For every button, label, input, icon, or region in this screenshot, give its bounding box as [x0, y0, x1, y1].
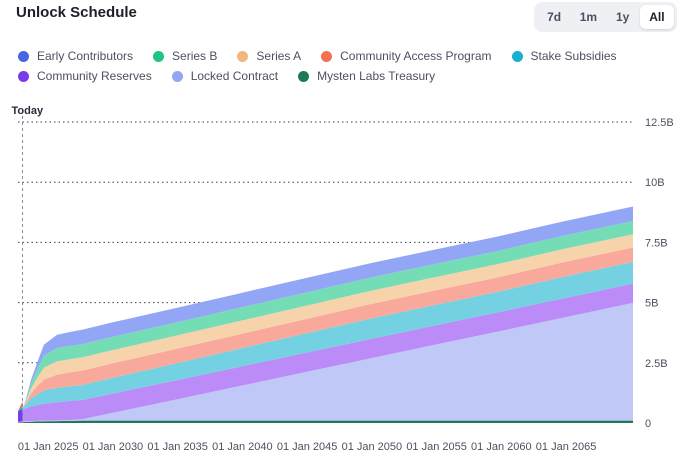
legend-label: Community Reserves — [37, 69, 152, 83]
early-band-community-access-program — [18, 401, 23, 411]
chart-title: Unlock Schedule — [16, 4, 137, 21]
y-tick-label: 2.5B — [645, 358, 668, 370]
today-label: Today — [12, 105, 44, 117]
legend-row-1: Early Contributors Series B Series A Com… — [18, 46, 658, 66]
y-tick-label: 0 — [645, 418, 651, 430]
range-all-button[interactable]: All — [639, 5, 674, 29]
legend-item-stake-subsidies[interactable]: Stake Subsidies — [511, 49, 617, 63]
legend-dot-icon — [18, 50, 29, 62]
x-tick-label: 01 Jan 2030 — [83, 441, 144, 453]
y-tick-label: 10B — [645, 177, 665, 189]
legend-item-series-a[interactable]: Series A — [237, 49, 301, 63]
legend-item-mysten-labs-treasury[interactable]: Mysten Labs Treasury — [298, 69, 435, 83]
x-tick-label: 01 Jan 2065 — [536, 441, 597, 453]
area-community-access-program[interactable] — [18, 247, 633, 411]
legend-item-community-access-program[interactable]: Community Access Program — [321, 49, 492, 63]
area-locked-contract[interactable] — [18, 302, 633, 423]
legend-label: Stake Subsidies — [530, 49, 617, 63]
legend-item-locked-contract[interactable]: Locked Contract — [171, 69, 279, 83]
y-tick-label: 12.5B — [645, 117, 674, 129]
legend-item-early-contributors[interactable]: Early Contributors — [18, 49, 133, 63]
legend-label: Mysten Labs Treasury — [317, 69, 436, 83]
x-tick-label: 01 Jan 2040 — [212, 441, 273, 453]
area-series-a[interactable] — [18, 234, 633, 411]
y-tick-label: 5B — [645, 298, 658, 310]
area-stake-subsidies[interactable] — [18, 261, 633, 411]
x-tick-label: 01 Jan 2025 — [18, 441, 79, 453]
early-band-community-reserves — [18, 409, 23, 422]
unlock-area-chart[interactable]: Today 0 2.5B 5B 7.5B 10B 12.5B 01 Jan 2025 01 Ja… — [0, 96, 695, 464]
legend-item-series-b[interactable]: Series B — [153, 49, 217, 63]
legend-label: Series B — [172, 49, 218, 63]
area-mysten-labs-treasury[interactable] — [18, 420, 633, 423]
legend-item-community-reserves[interactable]: Community Reserves — [18, 69, 152, 83]
x-tick-label: 01 Jan 2060 — [471, 441, 532, 453]
x-tick-label: 01 Jan 2045 — [277, 441, 338, 453]
legend-dot-icon — [511, 50, 523, 62]
legend-dot-icon — [18, 70, 29, 82]
area-series-b[interactable] — [18, 220, 633, 411]
range-selector: 7d 1m 1y All — [534, 2, 677, 32]
y-tick-label: 7.5B — [645, 237, 668, 249]
legend-label: Locked Contract — [190, 69, 279, 83]
range-1y-button[interactable]: 1y — [615, 10, 630, 24]
x-tick-label: 01 Jan 2050 — [342, 441, 403, 453]
area-community-reserves[interactable] — [18, 283, 633, 422]
legend-dot-icon — [298, 70, 310, 82]
range-1m-button[interactable]: 1m — [579, 10, 598, 24]
legend-dot-icon — [153, 50, 165, 62]
early-band-stake-subsidies — [18, 406, 23, 411]
area-early-contributors[interactable] — [18, 206, 633, 411]
legend-row-2: Community Reserves Locked Contract Myste… — [18, 66, 658, 86]
legend-dot-icon — [171, 70, 183, 82]
legend-dot-icon — [321, 50, 333, 62]
chart-legend: Early Contributors Series B Series A Com… — [18, 46, 658, 86]
legend-label: Early Contributors — [37, 49, 134, 63]
legend-dot-icon — [237, 50, 249, 62]
x-tick-label: 01 Jan 2055 — [406, 441, 467, 453]
x-tick-label: 01 Jan 2035 — [147, 441, 208, 453]
legend-label: Community Access Program — [340, 49, 492, 63]
range-7d-button[interactable]: 7d — [547, 10, 562, 24]
legend-label: Series A — [256, 49, 302, 63]
